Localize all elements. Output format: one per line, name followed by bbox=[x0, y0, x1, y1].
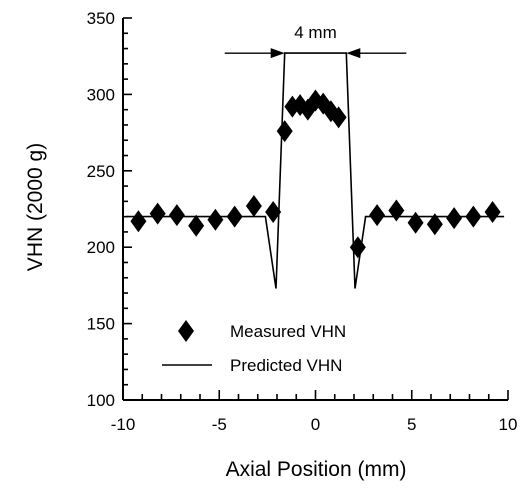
x-tick-label: -5 bbox=[212, 415, 227, 434]
measured-marker-layer bbox=[130, 89, 501, 259]
legend-measured-label: Measured VHN bbox=[230, 322, 346, 341]
measured-vhn-point bbox=[484, 201, 501, 224]
measured-vhn-point bbox=[245, 194, 262, 217]
axes-layer: 100 150 200 250 300 350 -10 -5 0 5 10 bbox=[87, 9, 518, 434]
measured-vhn-point bbox=[149, 202, 166, 225]
measured-vhn-point bbox=[168, 204, 185, 227]
y-tick-label: 250 bbox=[87, 162, 115, 181]
y-tick-label: 350 bbox=[87, 9, 115, 28]
y-tick-label: 200 bbox=[87, 238, 115, 257]
measured-vhn-point bbox=[226, 205, 243, 228]
measured-vhn-point bbox=[465, 205, 482, 228]
annotation-label: 4 mm bbox=[294, 23, 337, 42]
legend-predicted-label: Predicted VHN bbox=[230, 356, 342, 375]
measured-vhn-point bbox=[265, 201, 282, 224]
measured-vhn-point bbox=[188, 214, 205, 237]
y-axis-label: VHN (2000 g) bbox=[24, 143, 47, 271]
measured-vhn-point bbox=[388, 199, 405, 222]
predicted-line-layer bbox=[126, 52, 505, 289]
x-tick-label: 10 bbox=[499, 415, 518, 434]
annotation-layer: 4 mm bbox=[224, 23, 407, 59]
y-tick-label: 150 bbox=[87, 315, 115, 334]
x-tick-label: 5 bbox=[407, 415, 416, 434]
annotation-right-arrowhead bbox=[346, 48, 361, 59]
legend: Measured VHN Predicted VHN bbox=[162, 320, 346, 375]
x-axis-label: Axial Position (mm) bbox=[226, 458, 407, 481]
y-tick-label: 300 bbox=[87, 85, 115, 104]
legend-measured-marker bbox=[178, 320, 194, 342]
y-tick-label: 100 bbox=[87, 391, 115, 410]
measured-vhn-point bbox=[276, 120, 293, 143]
measured-vhn-point bbox=[369, 204, 386, 227]
measured-vhn-point bbox=[407, 211, 424, 234]
x-tick-label: 0 bbox=[311, 415, 320, 434]
measured-vhn-point bbox=[446, 207, 463, 230]
annotation-left-arrowhead bbox=[270, 48, 285, 59]
measured-vhn-point bbox=[349, 236, 366, 259]
measured-vhn-point bbox=[426, 213, 443, 236]
x-tick-label: -10 bbox=[111, 415, 136, 434]
measured-vhn-point bbox=[330, 106, 347, 129]
measured-vhn-point bbox=[130, 210, 147, 233]
measured-vhn-point bbox=[207, 208, 224, 231]
predicted-vhn-line bbox=[126, 52, 505, 289]
